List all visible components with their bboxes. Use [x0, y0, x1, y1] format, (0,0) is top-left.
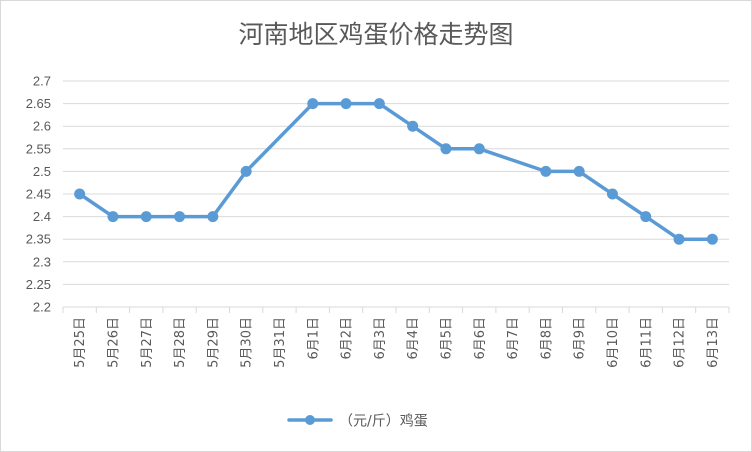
x-tick-label: 5月31日 [273, 317, 288, 368]
y-tick-label: 2.65 [26, 96, 51, 111]
data-point [307, 98, 319, 110]
data-point [540, 165, 552, 177]
x-tick-label: 5月25日 [73, 317, 88, 368]
x-tick-label: 6月10日 [606, 317, 621, 368]
data-point [440, 143, 452, 155]
x-tick-label: 6月13日 [706, 317, 721, 368]
y-tick-label: 2.45 [26, 187, 51, 202]
data-point [706, 233, 718, 245]
y-tick-label: 2.35 [26, 232, 51, 247]
x-tick-label: 6月5日 [439, 317, 454, 360]
x-tick-label: 6月1日 [306, 317, 321, 360]
data-point [573, 165, 585, 177]
x-tick-label: 5月28日 [173, 317, 188, 368]
x-tick-label: 5月30日 [240, 317, 255, 368]
y-tick-label: 2.2 [33, 300, 51, 315]
x-tick-label: 5月27日 [140, 317, 155, 368]
data-point [107, 211, 119, 223]
x-tick-label: 5月26日 [106, 317, 121, 368]
series-line [77, 101, 715, 241]
data-point [640, 211, 652, 223]
y-tick-label: 2.55 [26, 141, 51, 156]
data-point [140, 211, 152, 223]
data-point [373, 98, 385, 110]
data-point [340, 98, 352, 110]
x-tick-label: 6月12日 [673, 317, 688, 368]
data-point [240, 165, 252, 177]
x-tick-label: 6月6日 [473, 317, 488, 360]
y-tick-label: 2.25 [26, 277, 51, 292]
legend-marker [305, 415, 315, 425]
x-tick-label: 6月9日 [573, 317, 588, 360]
data-point [407, 120, 419, 132]
x-tick-label: 6月8日 [539, 317, 554, 360]
chart-title: 河南地区鸡蛋价格走势图 [238, 20, 514, 49]
data-point [74, 188, 86, 200]
y-tick-label: 2.3 [33, 254, 51, 269]
x-tick-label: 5月29日 [206, 317, 221, 368]
data-point [473, 143, 485, 155]
data-point [673, 233, 685, 245]
y-tick-label: 2.7 [33, 74, 51, 89]
y-tick-label: 2.5 [33, 164, 51, 179]
y-tick-label: 2.4 [33, 209, 51, 224]
x-tick-label: 6月4日 [406, 317, 421, 360]
legend-label: （元/斤）鸡蛋 [339, 413, 428, 430]
data-point [606, 188, 618, 200]
x-tick-label: 6月2日 [340, 317, 355, 360]
data-point [174, 211, 186, 223]
x-tick-label: 6月11日 [639, 317, 654, 368]
x-tick-label: 6月7日 [506, 317, 521, 360]
y-tick-label: 2.6 [33, 119, 51, 134]
x-tick-label: 6月3日 [373, 317, 388, 360]
data-point [207, 211, 219, 223]
